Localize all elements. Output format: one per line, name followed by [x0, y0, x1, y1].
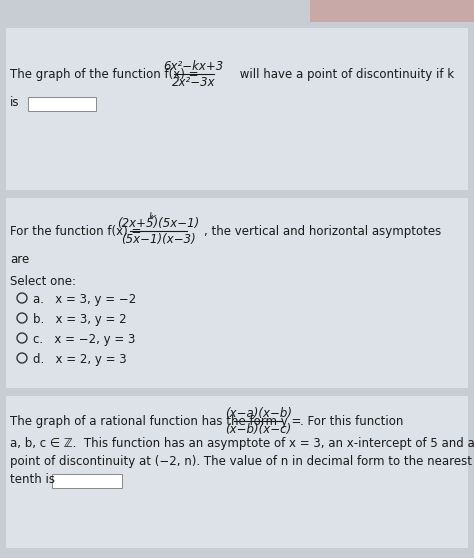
Text: d.   x = 2, y = 3: d. x = 2, y = 3: [33, 353, 127, 366]
Text: The graph of the function f(x) =: The graph of the function f(x) =: [10, 68, 202, 81]
Text: For the function f(x) =: For the function f(x) =: [10, 225, 145, 238]
Text: (x−b)(x−c): (x−b)(x−c): [225, 422, 292, 435]
Text: a, b, c ∈ ℤ.  This function has an asymptote of x = 3, an x-intercept of 5 and a: a, b, c ∈ ℤ. This function has an asympt…: [10, 437, 474, 450]
Text: 2x²−3x: 2x²−3x: [172, 75, 216, 89]
Text: are: are: [10, 253, 29, 266]
Text: c.   x = −2, y = 3: c. x = −2, y = 3: [33, 333, 136, 346]
Bar: [6, 198, 468, 388]
Bar: [28, 97, 96, 111]
Text: . For this function: . For this function: [301, 415, 404, 428]
Text: point of discontinuity at (−2, n). The value of n in decimal form to the nearest: point of discontinuity at (−2, n). The v…: [10, 455, 472, 468]
Text: will have a point of discontinuity if k: will have a point of discontinuity if k: [236, 68, 454, 81]
Text: The graph of a rational function has the form y =: The graph of a rational function has the…: [10, 415, 305, 428]
Text: a.   x = 3, y = −2: a. x = 3, y = −2: [33, 293, 136, 306]
Bar: [6, 28, 468, 190]
Text: , the vertical and horizontal asymptotes: , the vertical and horizontal asymptotes: [204, 225, 441, 238]
Text: 6x²−kx+3: 6x²−kx+3: [164, 60, 224, 73]
Bar: [310, 0, 474, 22]
Text: b.   x = 3, y = 2: b. x = 3, y = 2: [33, 313, 127, 326]
Text: is: is: [10, 96, 19, 109]
Text: tenth is: tenth is: [10, 473, 55, 486]
Text: (5x−1)(x−3): (5x−1)(x−3): [121, 233, 195, 246]
Bar: [0, 550, 474, 558]
Text: (2x+5)(5x−1): (2x+5)(5x−1): [117, 217, 199, 229]
Bar: [52, 474, 122, 488]
Text: Select one:: Select one:: [10, 275, 76, 288]
Bar: [6, 396, 468, 548]
Text: (x−a)(x−b): (x−a)(x−b): [225, 406, 292, 420]
